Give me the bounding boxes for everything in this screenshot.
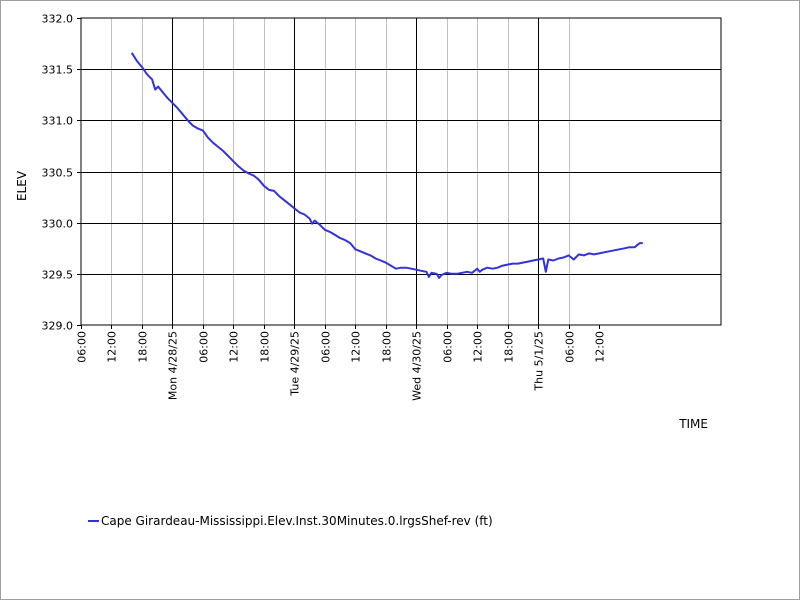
x-axis-ticks: 06:00 12:00 18:00 Mon 4/28/25 06:00 12:00 18:0… <box>76 325 607 401</box>
x-tick-label: 18:00 <box>137 331 150 363</box>
x-tick-label: Mon 4/28/25 <box>167 331 180 400</box>
x-tick-label: Wed 4/30/25 <box>411 331 424 401</box>
legend-swatch <box>88 520 99 522</box>
y-tick-label: 330.5 <box>42 167 74 180</box>
y-tick-label: 331.5 <box>42 64 74 77</box>
x-axis-title: TIME <box>678 417 708 431</box>
x-tick-label: 06:00 <box>320 331 333 363</box>
x-tick-label: 12:00 <box>228 331 241 363</box>
y-tick-label: 330.0 <box>42 218 74 231</box>
x-tick-label: 18:00 <box>381 331 394 363</box>
x-tick-label: 18:00 <box>503 331 516 363</box>
x-tick-label: 12:00 <box>106 331 119 363</box>
x-tick-label: 12:00 <box>472 331 485 363</box>
y-axis-ticks: 332.0 331.5 331.0 330.5 330.0 329.5 329.0 <box>42 13 81 333</box>
y-axis-title: ELEV <box>15 170 29 201</box>
x-tick-label: 12:00 <box>350 331 363 363</box>
y-tick-label: 329.0 <box>42 320 74 333</box>
plot-border <box>80 17 722 326</box>
x-tick-label: Tue 4/29/25 <box>289 331 302 397</box>
y-tick-label: 329.5 <box>42 269 74 282</box>
x-tick-label: 06:00 <box>76 331 89 363</box>
series-line <box>130 52 643 279</box>
x-tick-label: 12:00 <box>594 331 607 363</box>
x-tick-label: Thu 5/1/25 <box>533 331 546 392</box>
x-tick-label: 06:00 <box>564 331 577 363</box>
x-tick-label: 18:00 <box>259 331 272 363</box>
x-tick-label: 06:00 <box>198 331 211 363</box>
y-tick-label: 331.0 <box>42 115 74 128</box>
grid-lines <box>81 18 721 325</box>
y-tick-label: 332.0 <box>42 13 74 26</box>
x-tick-label: 06:00 <box>442 331 455 363</box>
legend-label: Cape Girardeau-Mississippi.Elev.Inst.30M… <box>101 514 493 528</box>
plot-area <box>81 18 721 325</box>
legend: Cape Girardeau-Mississippi.Elev.Inst.30M… <box>88 514 493 528</box>
